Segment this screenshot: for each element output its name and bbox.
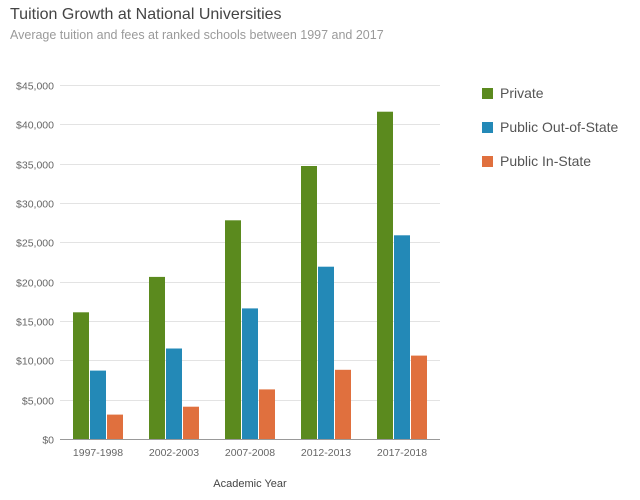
bar (107, 414, 123, 439)
legend-label: Private (500, 85, 544, 101)
legend: Private Public Out-of-State Public In-Stat… (482, 85, 618, 169)
bar (90, 370, 106, 439)
y-tick-label: $45,000 (16, 81, 54, 93)
bar (377, 111, 393, 439)
x-axis-tick-labels: 1997-1998 2002-2003 2007-2008 2012-2013 2017… (73, 447, 427, 459)
bar (411, 355, 427, 439)
bar (73, 312, 89, 439)
bars (73, 111, 427, 439)
legend-label: Public Out-of-State (500, 119, 618, 135)
bar (225, 220, 241, 439)
x-tick-label: 2017-2018 (377, 447, 427, 459)
x-axis-title: Academic Year (213, 478, 287, 490)
bar (149, 276, 165, 439)
y-tick-label: $25,000 (16, 238, 54, 250)
bar (301, 166, 317, 439)
chart-subtitle: Average tuition and fees at ranked schoo… (10, 28, 384, 42)
bar (183, 406, 199, 439)
chart-title: Tuition Growth at National Universities (10, 6, 282, 23)
bar (394, 235, 410, 439)
legend-label: Public In-State (500, 153, 591, 169)
y-tick-label: $15,000 (16, 317, 54, 329)
bar (242, 308, 258, 439)
y-tick-label: $0 (42, 435, 54, 447)
legend-swatch (482, 88, 493, 99)
y-tick-label: $10,000 (16, 356, 54, 368)
y-tick-label: $5,000 (22, 396, 54, 408)
x-tick-label: 2007-2008 (225, 447, 275, 459)
bar (259, 389, 275, 439)
bar (318, 266, 334, 439)
y-axis-tick-labels: $0 $5,000 $10,000 $15,000 $20,000 $25,000 $30,… (16, 81, 54, 447)
legend-swatch (482, 122, 493, 133)
bar (166, 348, 182, 439)
x-tick-label: 2002-2003 (149, 447, 199, 459)
y-tick-label: $40,000 (16, 120, 54, 132)
y-tick-label: $20,000 (16, 278, 54, 290)
x-tick-label: 2012-2013 (301, 447, 351, 459)
x-tick-label: 1997-1998 (73, 447, 123, 459)
y-tick-label: $30,000 (16, 199, 54, 211)
y-tick-label: $35,000 (16, 160, 54, 172)
legend-swatch (482, 156, 493, 167)
bar (335, 369, 351, 439)
gridlines (60, 85, 440, 401)
